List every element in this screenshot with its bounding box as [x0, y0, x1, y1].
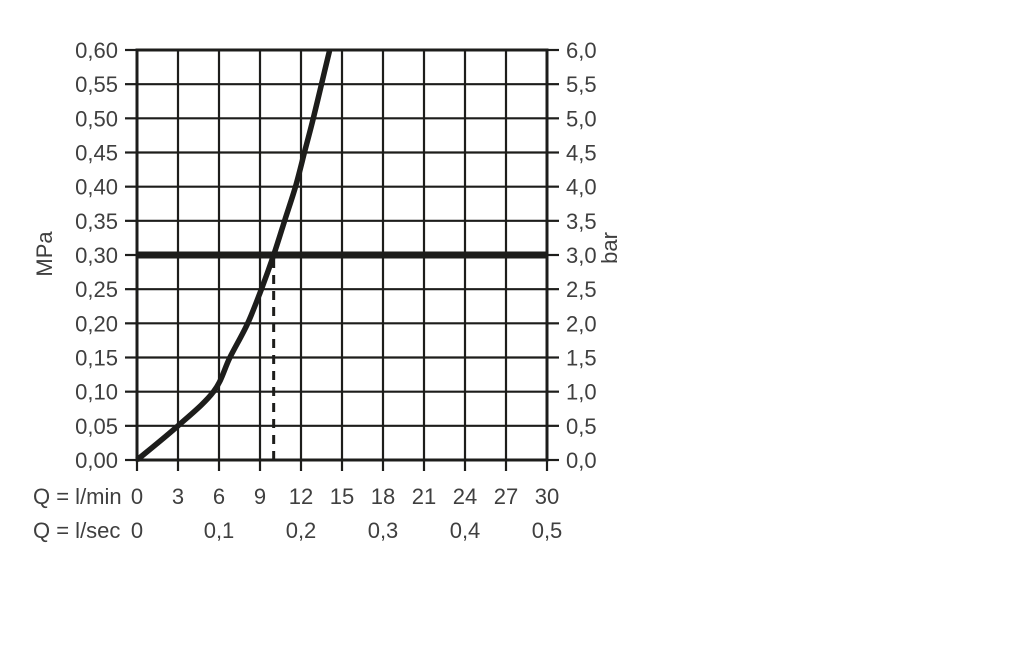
- x-tick-label-lmin: 24: [453, 484, 477, 509]
- y-tick-label-bar: 5,0: [566, 106, 597, 131]
- y-tick-label-bar: 6,0: [566, 38, 597, 63]
- y-tick-label-bar: 2,0: [566, 311, 597, 336]
- y-tick-label-bar: 0,5: [566, 414, 597, 439]
- y-tick-label-bar: 1,0: [566, 380, 597, 405]
- y-tick-label-bar: 2,5: [566, 277, 597, 302]
- x-tick-label-lmin: 6: [213, 484, 225, 509]
- pressure-flow-curve: [135, 49, 333, 463]
- y-tick-label-mpa: 0,10: [75, 380, 118, 405]
- y-tick-label-mpa: 0,55: [75, 72, 118, 97]
- y-axis-title-bar: bar: [597, 232, 622, 264]
- x-tick-label-lmin: 3: [172, 484, 184, 509]
- series-layer: [135, 49, 547, 463]
- y-tick-label-mpa: 0,30: [75, 243, 118, 268]
- y-tick-label-mpa: 0,20: [75, 311, 118, 336]
- y-tick-label-mpa: 0,35: [75, 209, 118, 234]
- x-tick-label-lsec: 0,3: [368, 518, 399, 543]
- y-tick-label-bar: 3,0: [566, 243, 597, 268]
- x-tick-label-lmin: 12: [289, 484, 313, 509]
- x-tick-label-lmin: 0: [131, 484, 143, 509]
- x-tick-label-lsec: 0,1: [204, 518, 235, 543]
- y-tick-label-mpa: 0,50: [75, 106, 118, 131]
- ticks-layer: [125, 48, 559, 471]
- x-tick-label-lmin: 15: [330, 484, 354, 509]
- x-tick-label-lmin: 21: [412, 484, 436, 509]
- y-tick-label-bar: 4,5: [566, 140, 597, 165]
- x-tick-label-lsec: 0,2: [286, 518, 317, 543]
- y-tick-label-mpa: 0,40: [75, 175, 118, 200]
- x-tick-label-lmin: 30: [535, 484, 559, 509]
- x-tick-label-lsec: 0: [131, 518, 143, 543]
- x-tick-label-lsec: 0,4: [450, 518, 481, 543]
- y-tick-label-bar: 4,0: [566, 175, 597, 200]
- y-tick-label-bar: 0,0: [566, 448, 597, 473]
- tick-labels-layer: 0,600,550,500,450,400,350,300,250,200,15…: [75, 38, 596, 543]
- y-tick-label-mpa: 0,25: [75, 277, 118, 302]
- y-tick-label-mpa: 0,45: [75, 140, 118, 165]
- y-tick-label-mpa: 0,15: [75, 345, 118, 370]
- x-tick-label-lmin: 18: [371, 484, 395, 509]
- y-tick-label-mpa: 0,60: [75, 38, 118, 63]
- y-tick-label-bar: 3,5: [566, 209, 597, 234]
- y-tick-label-bar: 5,5: [566, 72, 597, 97]
- y-axis-title-mpa: MPa: [32, 231, 57, 277]
- y-tick-label-mpa: 0,05: [75, 414, 118, 439]
- y-tick-label-bar: 1,5: [566, 345, 597, 370]
- x-tick-label-lmin: 27: [494, 484, 518, 509]
- y-tick-label-mpa: 0,00: [75, 448, 118, 473]
- x-tick-label-lsec: 0,5: [532, 518, 563, 543]
- x-axis-row-label-lmin: Q = l/min: [33, 484, 122, 509]
- x-axis-row-label-lsec: Q = l/sec: [33, 518, 120, 543]
- x-tick-label-lmin: 9: [254, 484, 266, 509]
